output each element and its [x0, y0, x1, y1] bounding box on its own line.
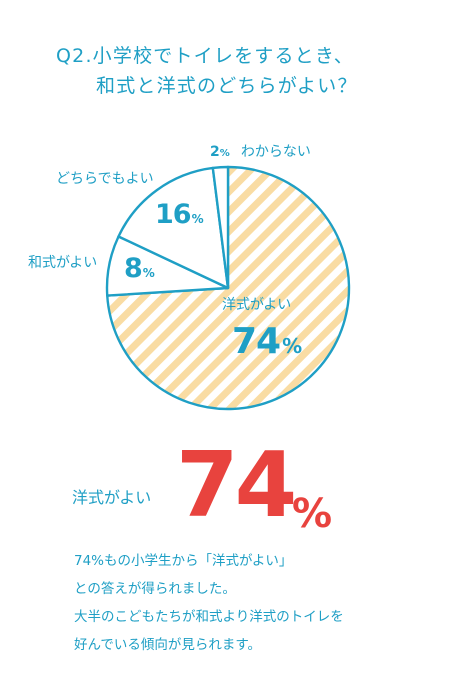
slice-value-western: 74%: [232, 321, 302, 362]
slice-unknown: [211, 165, 230, 290]
summary-text: 74%もの小学生から「洋式がよい」 との答えが得られました。 大半のこどもたちが…: [74, 547, 344, 659]
slice-category-japanese: 和式がよい: [28, 255, 98, 271]
summary-line-2: との答えが得られました。: [74, 581, 236, 597]
summary-line-4: 好んでいる傾向が見られます。: [74, 637, 261, 653]
slice-value-japanese: 8%: [124, 253, 155, 284]
slice-unit-western: %: [282, 334, 302, 358]
slice-either: [117, 166, 230, 290]
summary-line-1: 74%もの小学生から「洋式がよい」: [74, 553, 293, 569]
summary-line-3: 大半のこどもたちが和式より洋式のトイレを: [74, 609, 344, 625]
slice-value-japanese-number: 8: [124, 253, 143, 284]
slice-value-western-number: 74: [232, 321, 281, 362]
slice-unit-japanese: %: [142, 266, 155, 280]
slice-value-either-number: 16: [155, 199, 192, 230]
slice-value-either: 16%: [155, 199, 204, 230]
slice-category-unknown: わからない: [240, 144, 311, 160]
slice-category-western: 洋式がよい: [222, 297, 292, 313]
slice-label-unknown: 2% わからない: [210, 141, 311, 161]
result-label: 洋式がよい: [72, 488, 152, 507]
result-unit: %: [292, 491, 333, 537]
result-value: 74: [176, 433, 297, 538]
slice-category-either: どちらでもよい: [56, 171, 154, 187]
slice-unit-unknown: %: [219, 148, 230, 159]
slice-unit-either: %: [191, 212, 204, 226]
slice-value-unknown: 2: [210, 144, 220, 160]
question-line-1: Q2.小学校でトイレをするとき、: [56, 45, 354, 67]
question-line-2: 和式と洋式のどちらがよい？: [96, 75, 358, 97]
